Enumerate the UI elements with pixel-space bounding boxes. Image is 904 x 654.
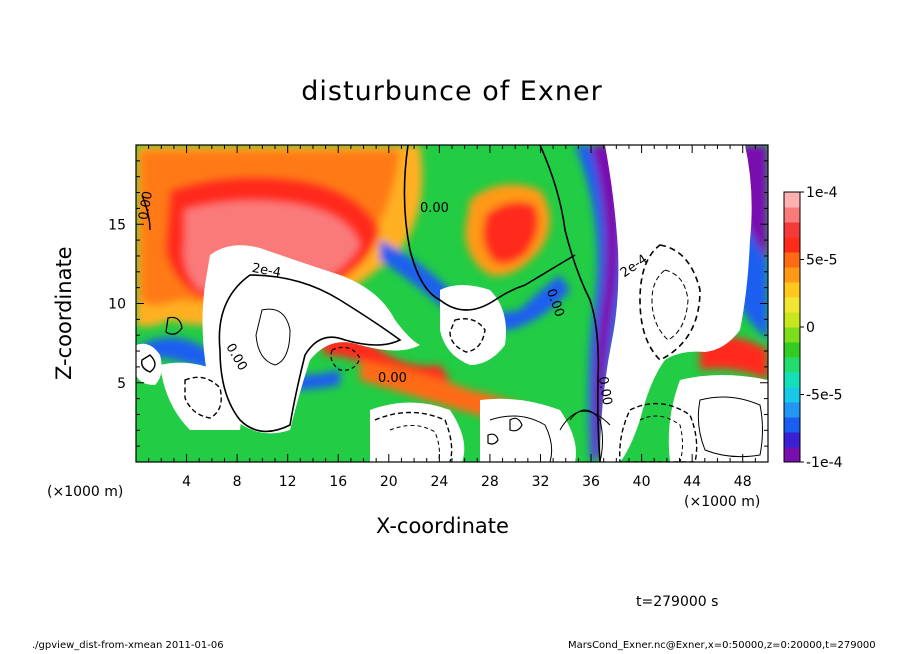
colorbar-swatch	[784, 372, 800, 388]
contour-label: 2e-4	[251, 261, 282, 281]
x-tick-label: 24	[430, 474, 448, 490]
colorbar-tick-label: 5e-5	[806, 253, 837, 269]
contour-label: 0.00	[136, 190, 156, 221]
colorbar-swatch	[784, 387, 800, 403]
colorbar-swatch	[784, 327, 800, 343]
colorbar-swatch	[784, 432, 800, 448]
x-tick-label: 8	[233, 474, 242, 490]
colorbar: 1e-4 5e-5 0 -5e-5 -1e-4	[783, 185, 843, 471]
x-tick-label: 36	[582, 474, 600, 490]
colorbar-tick-label: 1e-4	[806, 185, 838, 201]
colorbar-swatch	[784, 237, 800, 253]
footer-script-info: ./gpview_dist-from-xmean 2011-01-06	[32, 640, 224, 651]
x-tick-label: 4	[182, 474, 191, 490]
x-tick-label: 12	[279, 474, 297, 490]
x-tick-label: 32	[532, 474, 550, 490]
colorbar-swatch	[784, 342, 800, 358]
colorbar-swatch	[784, 312, 800, 328]
colorbar-swatch	[784, 192, 800, 208]
x-tick-label: 20	[380, 474, 398, 490]
colorbar-swatch	[784, 447, 800, 463]
colorbar-tick-label: 0	[806, 320, 815, 336]
x-tick-label: 44	[683, 474, 701, 490]
x-axis-ticks: 4 8 12 16 20 24 28 32 36 40 44 48	[148, 145, 756, 490]
colorbar-swatch	[784, 267, 800, 283]
x-unit-label-right: (×1000 m)	[684, 494, 761, 510]
x-tick-label: 16	[329, 474, 347, 490]
y-tick-label: 5	[117, 376, 126, 392]
x-axis-label: X-coordinate	[376, 514, 509, 538]
field-heatmap	[136, 145, 768, 462]
colorbar-swatch	[784, 282, 800, 298]
y-tick-label: 15	[108, 217, 126, 233]
x-tick-label: 40	[633, 474, 651, 490]
colorbar-swatch	[784, 222, 800, 238]
x-tick-label: 48	[734, 474, 752, 490]
colorbar-tick-label: -1e-4	[806, 455, 843, 471]
contour-label: 0.00	[595, 375, 615, 406]
contour-label: 0.00	[378, 371, 407, 386]
y-axis-ticks: 5 10 15	[108, 160, 768, 447]
colorbar-swatch	[784, 297, 800, 313]
y-tick-label: 10	[108, 297, 126, 313]
x-tick-label: 28	[481, 474, 499, 490]
colorbar-swatch	[784, 417, 800, 433]
colorbar-swatch	[784, 357, 800, 373]
time-label: t=279000 s	[636, 594, 719, 610]
footer-file-info: MarsCond_Exner.nc@Exner,x=0:50000,z=0:20…	[568, 640, 876, 651]
colorbar-swatch	[784, 402, 800, 418]
chart-title: disturbunce of Exner	[301, 76, 603, 107]
colorbar-swatch	[784, 252, 800, 268]
colorbar-swatch	[784, 207, 800, 223]
x-unit-label-left: (×1000 m)	[47, 484, 124, 500]
colorbar-tick-label: -5e-5	[806, 388, 843, 404]
contour-labels: 0.00 0.00 2e-4 0.00 0.00 0.00 2e-4 0.00 …	[136, 190, 650, 406]
contour-label: 0.00	[420, 201, 449, 216]
